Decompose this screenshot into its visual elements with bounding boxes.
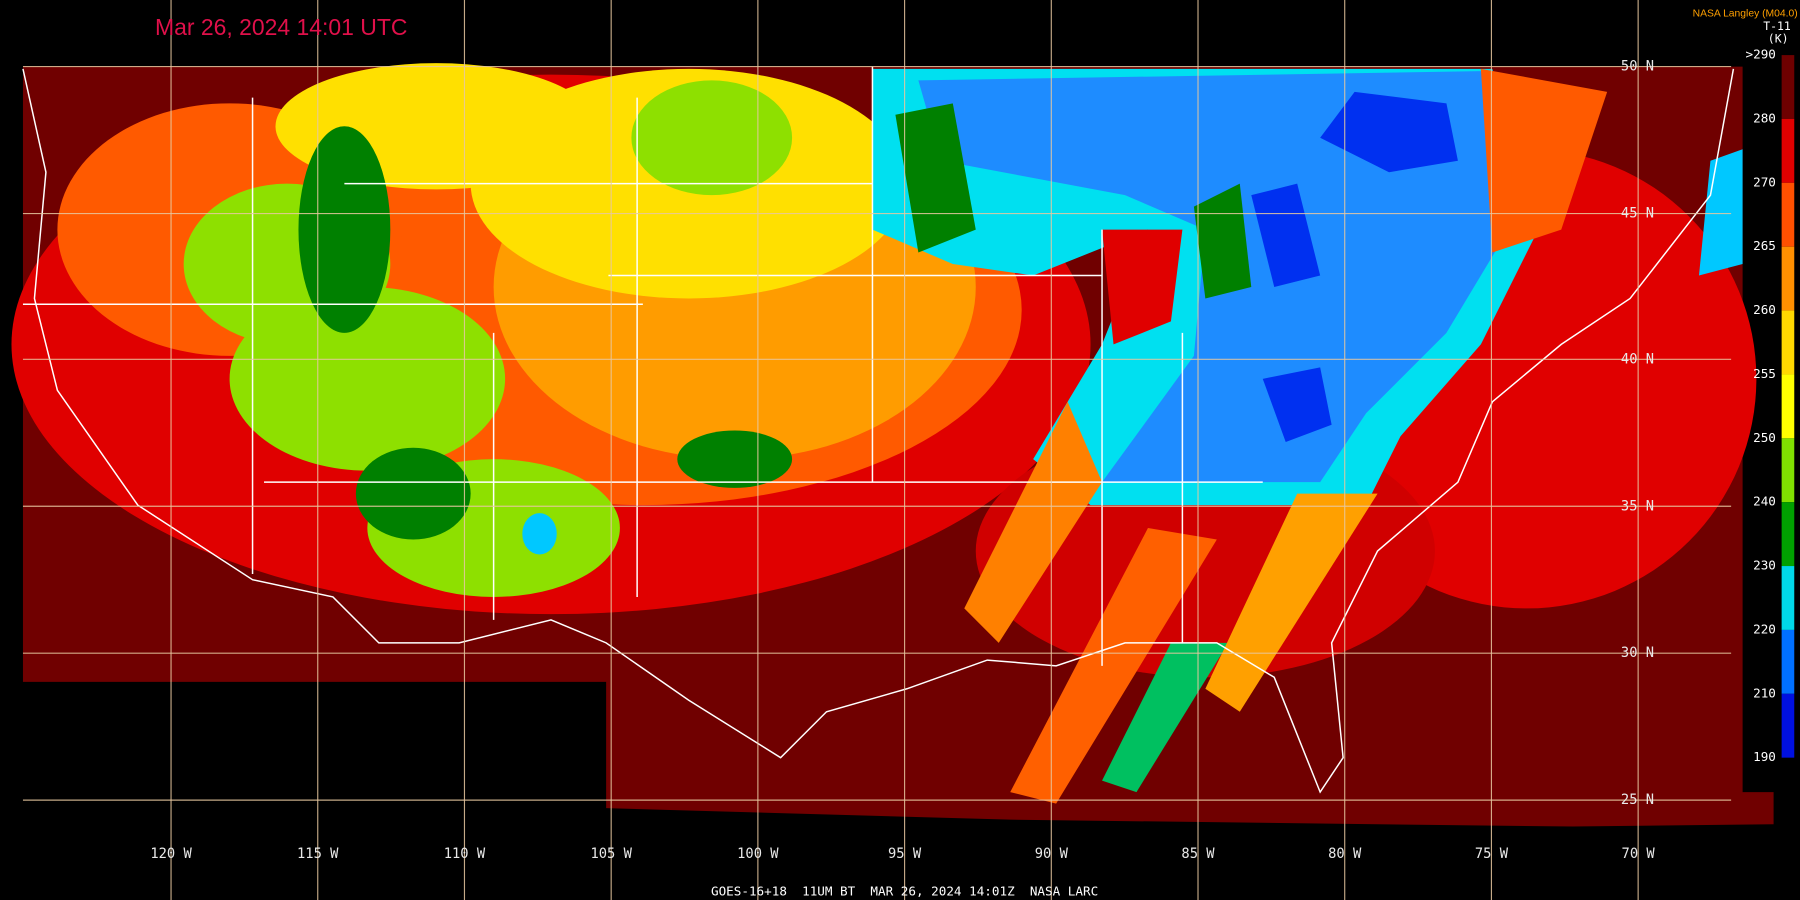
- longitude-label: 70 W: [1622, 846, 1656, 862]
- colorbar-segment: [1781, 438, 1795, 503]
- latitude-label: 30 N: [1621, 645, 1654, 661]
- colorbar-segment: [1781, 374, 1795, 439]
- colorbar-segment: [1781, 502, 1795, 567]
- colorbar-label: 220: [1753, 621, 1776, 636]
- colorbar-label: 230: [1753, 558, 1776, 573]
- credit: NASA Langley (M04.0): [1693, 9, 1798, 20]
- colorbar-label: 240: [1753, 494, 1776, 509]
- longitude-label: 85 W: [1181, 846, 1215, 862]
- latitude-label: 35 N: [1621, 498, 1654, 514]
- boundaries: [22, 66, 1735, 794]
- longitude-label: 120 W: [150, 846, 192, 862]
- footer: GOES-16+18 11UM BT MAR 26, 2024 14:01Z N…: [711, 883, 1098, 898]
- colorbar-label: 210: [1753, 685, 1776, 700]
- colorbar-segment: [1781, 118, 1795, 183]
- longitude-label: 110 W: [444, 846, 486, 862]
- longitude-label: 95 W: [888, 846, 922, 862]
- colorbar-label: 265: [1753, 238, 1776, 253]
- product: T-11: [1763, 19, 1791, 33]
- timestamp: Mar 26, 2024 14:01 UTC: [155, 14, 407, 40]
- longitude-label: 80 W: [1328, 846, 1362, 862]
- colorbar-segment: [1781, 182, 1795, 247]
- colorbar-label: 270: [1753, 174, 1776, 189]
- colorbar-segment: [1781, 629, 1795, 694]
- colorbar-label: 250: [1753, 430, 1776, 445]
- colorbar-segment: [1781, 693, 1795, 758]
- longitude-label: 115 W: [297, 846, 339, 862]
- colorbar-label: 190: [1753, 749, 1776, 764]
- graticule: 50 N 45 N 40 N 35 N 30 N 25 N 120 W 115 W 110 W 1…: [22, 0, 1732, 900]
- colorbar: >290 280 270 265 260 255 250 240 230 220 210 190: [1746, 47, 1795, 764]
- longitude-label: 100 W: [737, 846, 779, 862]
- longitude-label: 105 W: [590, 846, 632, 862]
- latitude-label: 45 N: [1621, 206, 1654, 222]
- colorbar-label: 280: [1753, 110, 1776, 125]
- latitude-label: 50 N: [1621, 59, 1654, 75]
- unit: (K): [1768, 32, 1789, 46]
- colorbar-label: 260: [1753, 302, 1776, 317]
- colorbar-segment: [1781, 310, 1795, 375]
- latitude-label: 25 N: [1621, 792, 1654, 808]
- colorbar-segment: [1781, 246, 1795, 311]
- colorbar-segment: [1781, 566, 1795, 630]
- colorbar-segment: [1781, 55, 1795, 119]
- imagery: [11, 63, 1774, 827]
- colorbar-label: >290: [1746, 47, 1776, 62]
- longitude-label: 75 W: [1475, 846, 1509, 862]
- latitude-label: 40 N: [1621, 351, 1654, 367]
- colorbar-label: 255: [1753, 366, 1776, 381]
- longitude-label: 90 W: [1035, 846, 1069, 862]
